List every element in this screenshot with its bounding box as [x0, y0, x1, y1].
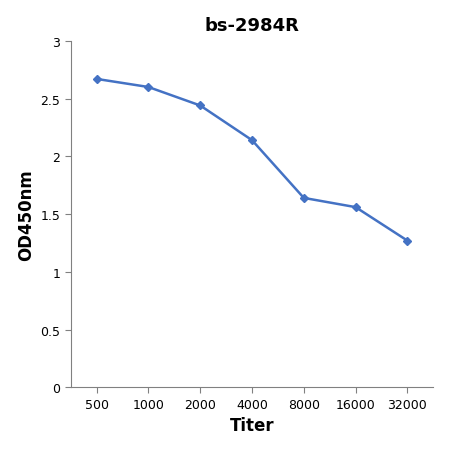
Title: bs-2984R: bs-2984R — [205, 17, 299, 35]
X-axis label: Titer: Titer — [230, 416, 274, 434]
Y-axis label: OD450nm: OD450nm — [17, 169, 35, 260]
